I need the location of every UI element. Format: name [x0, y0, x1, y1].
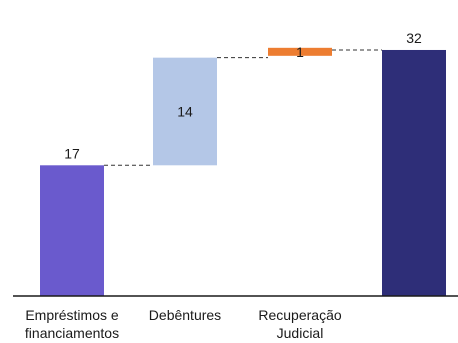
value-label-2: 1: [296, 44, 304, 60]
value-label-0: 17: [64, 145, 80, 161]
value-label-1: 14: [177, 103, 193, 119]
bar-3: [382, 49, 446, 296]
bar-0: [40, 165, 104, 296]
category-label-1: Debêntures: [149, 307, 221, 323]
bars: [40, 47, 446, 296]
value-label-3: 32: [406, 30, 422, 46]
value-labels: 17 14 1 32: [64, 30, 422, 161]
bar-2: [268, 47, 332, 56]
category-label-0: Empréstimos e financiamentos: [25, 307, 119, 341]
category-label-2: Recuperação Judicial: [258, 307, 341, 341]
connector-lines: [104, 49, 382, 166]
bar-1: [153, 57, 217, 166]
category-labels: Empréstimos e financiamentos Debêntures Rec…: [25, 307, 342, 341]
